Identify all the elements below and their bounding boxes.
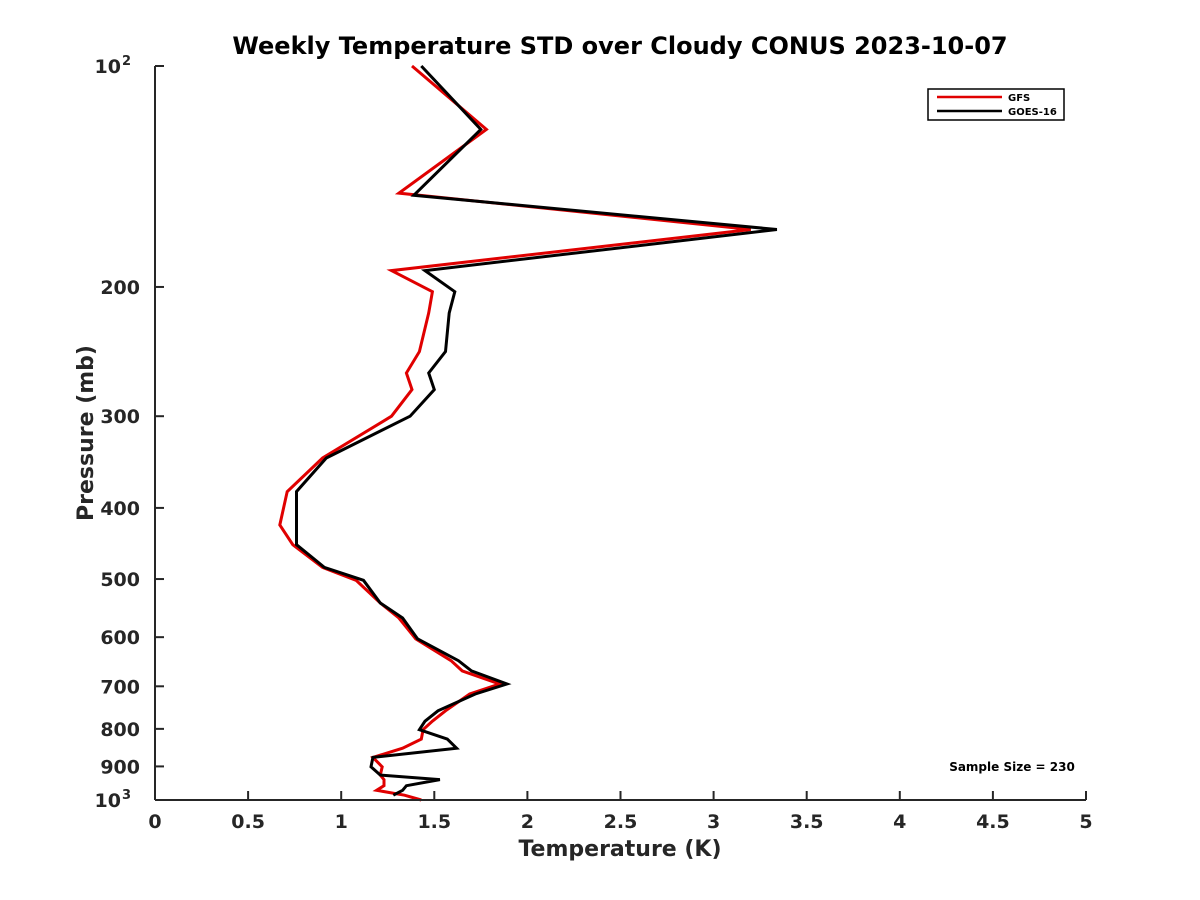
series-layer xyxy=(278,64,778,802)
x-tick-label: 1.5 xyxy=(417,811,451,833)
y-tick-label: 200 xyxy=(100,277,140,299)
y-tick-label: 800 xyxy=(100,719,140,741)
y-tick-exponent: 2 xyxy=(122,54,131,69)
y-tick-label: 400 xyxy=(100,498,140,520)
x-tick-label: 1 xyxy=(335,811,348,833)
x-tick-label: 3.5 xyxy=(790,811,824,833)
x-tick-label: 5 xyxy=(1079,811,1092,833)
x-tick-label: 2.5 xyxy=(604,811,638,833)
x-tick-label: 3 xyxy=(707,811,720,833)
x-tick-label: 4 xyxy=(893,811,906,833)
y-tick-label: 600 xyxy=(100,627,140,649)
chart-title: Weekly Temperature STD over Cloudy CONUS… xyxy=(232,32,1007,60)
x-axis-label: Temperature (K) xyxy=(518,837,721,862)
y-tick-label: 10 xyxy=(95,790,121,812)
y-axis-label: Pressure (mb) xyxy=(74,345,99,521)
y-tick-label: 500 xyxy=(100,569,140,591)
x-ticks: 0 0.5 1 1.5 2 2.5 3 3.5 4 4.5 5 xyxy=(148,791,1093,833)
y-tick-label: 10 xyxy=(95,56,121,78)
legend-label-gfs: GFS xyxy=(1008,93,1030,104)
y-tick-label: 900 xyxy=(100,756,140,778)
x-tick-label: 0 xyxy=(148,811,161,833)
legend-label-goes16: GOES-16 xyxy=(1008,107,1057,118)
legend-box xyxy=(927,88,1065,121)
x-tick-label: 0.5 xyxy=(231,811,265,833)
legend: GFS GOES-16 xyxy=(927,88,1065,121)
y-tick-label: 300 xyxy=(100,406,140,428)
sample-size-annotation: Sample Size = 230 xyxy=(949,760,1075,774)
y-tick-exponent: 3 xyxy=(122,788,131,803)
x-tick-label: 4.5 xyxy=(976,811,1010,833)
series-line-goes16 xyxy=(295,64,778,797)
y-tick-label: 700 xyxy=(100,676,140,698)
series-line-gfs xyxy=(278,64,751,802)
x-tick-label: 2 xyxy=(521,811,534,833)
